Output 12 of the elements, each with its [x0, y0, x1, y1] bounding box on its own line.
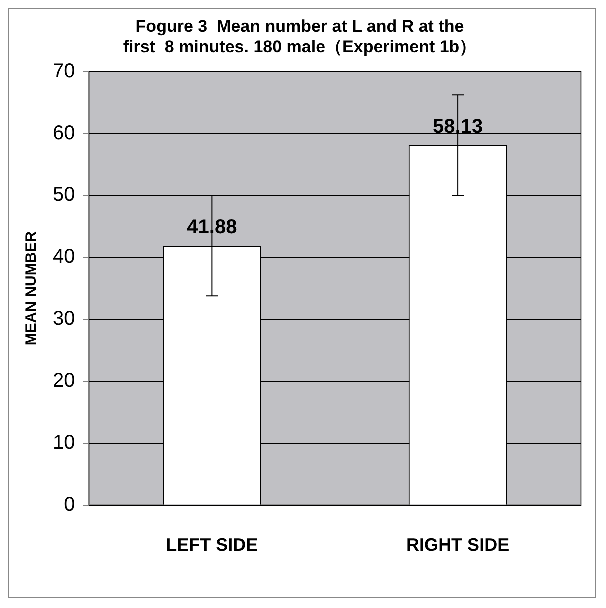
y-tick-label: 50 — [52, 184, 76, 206]
y-tick-label: 60 — [52, 122, 76, 144]
y-tick-label: 20 — [52, 370, 76, 392]
y-tick-label: 30 — [52, 308, 76, 330]
y-tick-label: 70 — [52, 60, 76, 82]
chart-title: Fogure 3 Mean number at L and R at the first 8 minutes. 180 male（Experiment 1b） — [123, 16, 477, 56]
x-tick-label: LEFT SIDE — [166, 535, 258, 556]
x-tick-label: RIGHT SIDE — [406, 535, 510, 556]
y-tick-label: 0 — [64, 494, 76, 516]
y-tick-label: 40 — [52, 246, 76, 268]
y-axis-title: MEAN NUMBER — [23, 231, 40, 346]
y-tick-label: 10 — [52, 432, 76, 454]
